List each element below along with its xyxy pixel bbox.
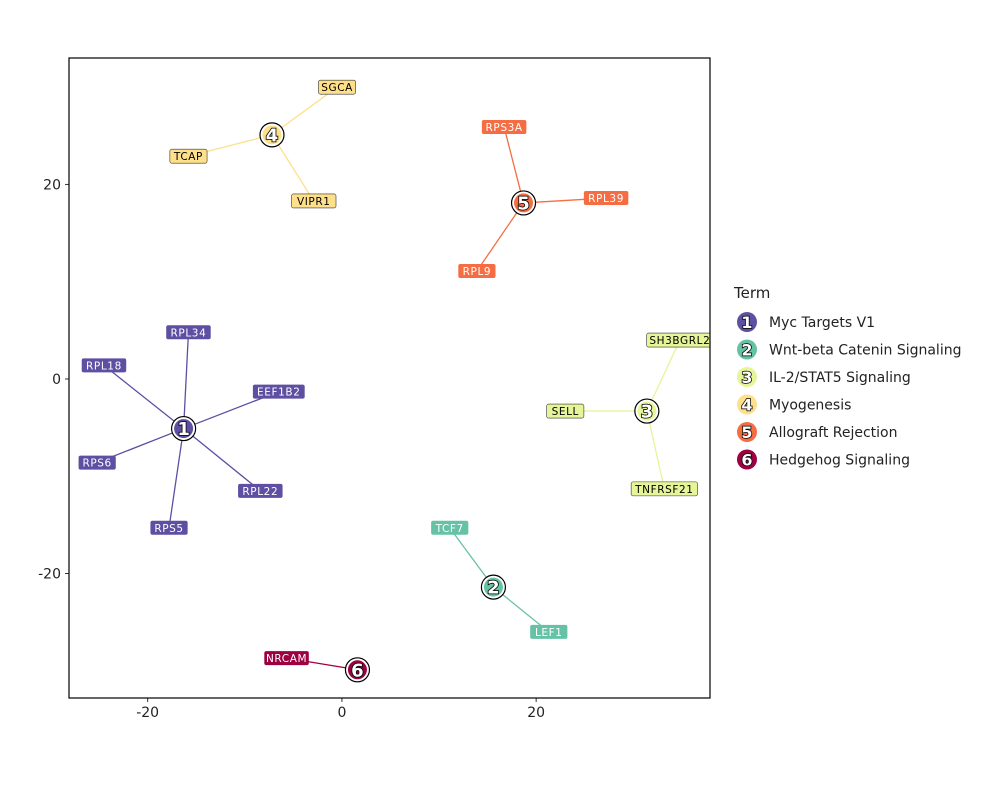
gene-label-box [166, 325, 211, 340]
gene-label-box [150, 520, 188, 535]
hub-node [483, 577, 503, 597]
hub-node [637, 401, 657, 421]
gene-label-box [169, 148, 208, 164]
hub-node [347, 660, 367, 680]
legend-label: Wnt-beta Catenin Signaling [769, 343, 961, 359]
legend-key [737, 339, 757, 360]
gene-label: LEF1 [535, 627, 563, 639]
gene-label-box [431, 520, 469, 535]
hub-number: 1 [177, 419, 190, 440]
hub-number: 3 [641, 402, 654, 423]
gene-label: RPL18 [86, 360, 122, 372]
gene-label-box [630, 481, 698, 497]
gene-label: RPS6 [82, 458, 111, 470]
gene-label-box [530, 624, 568, 639]
legend-key-number: 2 [741, 341, 752, 360]
gene-label: NRCAM [266, 653, 307, 665]
edge-line [646, 410, 665, 490]
gene-label: RPL39 [588, 193, 624, 205]
plot-border [68, 57, 711, 699]
gene-label-box [583, 191, 629, 206]
legend-title: Term [733, 284, 770, 302]
legend-key-number: 4 [741, 396, 752, 415]
gene-label: TCF7 [435, 523, 464, 535]
gene-label: EEF1B2 [257, 387, 300, 399]
legend-key [737, 394, 757, 415]
legend-label: Hedgehog Signaling [769, 453, 910, 469]
legend-label: IL-2/STAT5 Signaling [769, 370, 911, 386]
edge-line [476, 202, 525, 272]
hub-number: 6 [351, 660, 364, 681]
y-tick-label: 20 [43, 177, 61, 193]
legend-key-number: 5 [741, 423, 752, 442]
gene-label: RPL9 [463, 266, 492, 278]
legend-key [737, 312, 757, 332]
gene-label-box [546, 403, 585, 419]
edge-line [183, 428, 261, 492]
gene-label-box [81, 358, 127, 373]
edge-line [271, 134, 315, 202]
edge-line [182, 332, 190, 429]
gene-label-box [78, 455, 116, 470]
gene-label: SELL [552, 406, 579, 418]
hub-node [262, 125, 282, 145]
gene-label-box [291, 193, 337, 209]
edge-line [271, 86, 338, 136]
gene-label: RPS3A [486, 122, 523, 134]
y-tick-label: -20 [38, 567, 61, 583]
legend-key [737, 422, 757, 442]
x-tick-label: -20 [136, 705, 159, 721]
x-tick-label: 0 [337, 705, 346, 721]
gene-label-box [264, 651, 309, 666]
legend-key [737, 449, 757, 470]
gene-label: RPL22 [242, 486, 278, 498]
gene-label: RPL34 [171, 327, 207, 339]
hub-number: 2 [487, 578, 500, 599]
edge-line [168, 428, 185, 528]
gene-label-box [318, 79, 356, 95]
gene-label-box [458, 264, 496, 279]
legend-label: Myc Targets V1 [769, 315, 875, 331]
y-tick-label: 0 [52, 372, 61, 388]
legend-label: Myogenesis [769, 398, 851, 414]
legend-label: Allograft Rejection [769, 425, 898, 441]
gene-label-box [481, 120, 527, 135]
plot-area: RPL34 RPL18 EEF1B2 RPS6 RPL22 RPS5 TCF7 LEF1 SH3… [78, 79, 710, 683]
gene-label-box [646, 332, 710, 348]
hub-number: 4 [266, 125, 279, 146]
gene-label-box [238, 483, 283, 498]
gene-label: TCAP [173, 151, 203, 163]
hub-number: 5 [517, 193, 530, 214]
edge-line [103, 364, 185, 430]
hub-node [514, 193, 534, 213]
gene-label: SH3BGRL2 [649, 335, 710, 347]
edge-line [503, 126, 525, 204]
gene-label: VIPR1 [297, 196, 331, 208]
gene-label: SGCA [321, 82, 353, 94]
gene-label: TNFRSF21 [634, 484, 693, 496]
legend-key-number: 3 [741, 368, 752, 387]
legend-key-number: 6 [741, 451, 752, 470]
legend-key-number: 1 [741, 313, 752, 332]
legend-key [737, 367, 757, 387]
gene-label-box [252, 384, 305, 399]
gene-label: RPS5 [154, 523, 183, 535]
edge-line [646, 339, 681, 412]
x-tick-label: 20 [527, 705, 545, 721]
hub-node [174, 419, 194, 439]
